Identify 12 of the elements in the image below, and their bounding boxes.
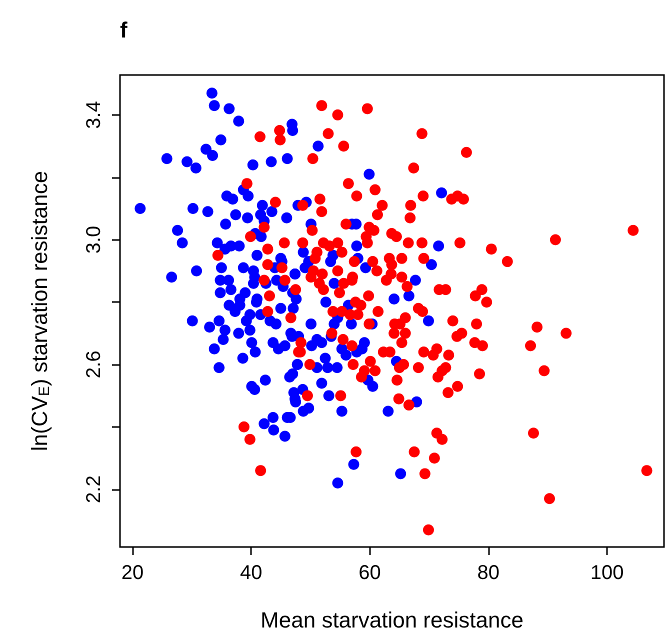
- y-tick-label: 3.0: [83, 226, 105, 254]
- y-tick-label: 2.2: [83, 475, 105, 504]
- y-tick-label: 2.6: [83, 350, 105, 378]
- x-tick-label: 20: [121, 562, 144, 584]
- y-tick-label: 3.4: [83, 101, 105, 129]
- y-axis-title: ln(CVE) starvation resistance: [27, 170, 53, 452]
- x-tick-label: 40: [240, 562, 262, 584]
- x-tick-label: 80: [477, 562, 500, 584]
- x-tick-label: 100: [590, 562, 624, 584]
- x-axis-title: Mean starvation resistance: [260, 608, 524, 632]
- x-tick-label: 60: [358, 562, 381, 584]
- chart-title: f: [120, 18, 128, 42]
